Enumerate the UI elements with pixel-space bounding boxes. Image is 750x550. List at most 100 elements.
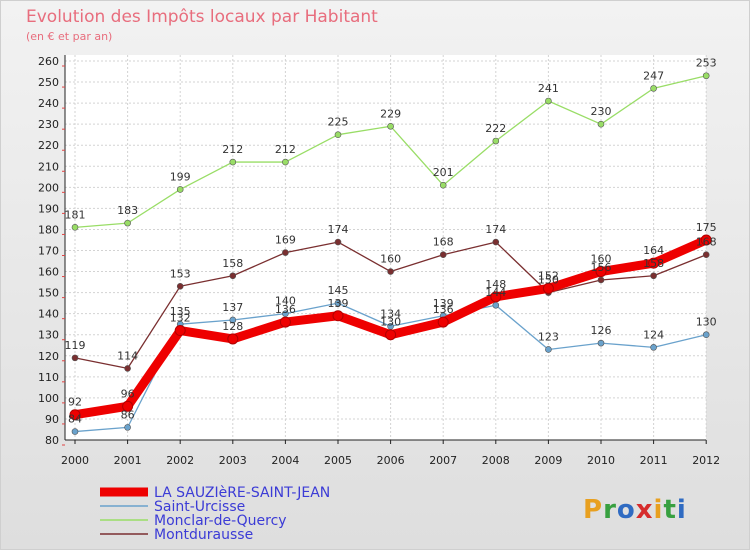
data-point-series-0 bbox=[437, 316, 449, 328]
data-point-series-3 bbox=[597, 276, 605, 284]
y-tick-label: 120 bbox=[38, 350, 59, 363]
data-point-series-2 bbox=[124, 219, 131, 227]
data-point-series-2 bbox=[545, 97, 552, 105]
data-label-series-2: 247 bbox=[643, 69, 664, 82]
data-point-series-2 bbox=[387, 122, 394, 130]
y-tick-label: 110 bbox=[38, 371, 59, 384]
data-point-series-0 bbox=[700, 234, 712, 246]
data-label-series-1: 140 bbox=[275, 295, 296, 308]
data-label-series-2: 212 bbox=[275, 143, 296, 156]
data-point-series-0 bbox=[279, 316, 291, 328]
y-tick-label: 220 bbox=[38, 139, 59, 152]
y-tick-label: 230 bbox=[38, 118, 59, 131]
data-point-series-2 bbox=[282, 158, 289, 166]
chart-title: Evolution des Impôts locaux par Habitant bbox=[26, 7, 378, 27]
data-label-series-1: 135 bbox=[170, 305, 191, 318]
data-label-series-0: 132 bbox=[170, 312, 191, 325]
data-label-series-1: 123 bbox=[538, 330, 559, 343]
x-tick-label: 2004 bbox=[271, 454, 299, 467]
x-tick-label: 2010 bbox=[587, 454, 615, 467]
data-point-series-1 bbox=[124, 424, 131, 431]
data-point-series-3 bbox=[282, 249, 289, 256]
data-point-series-0 bbox=[332, 310, 344, 322]
y-tick-label: 190 bbox=[38, 202, 59, 215]
series-layer bbox=[69, 72, 712, 435]
data-label-series-0: 175 bbox=[696, 221, 717, 234]
data-label-series-3: 150 bbox=[538, 274, 559, 287]
x-tick-label: 2003 bbox=[219, 454, 247, 467]
data-point-series-1 bbox=[545, 346, 552, 353]
y-tick-label: 240 bbox=[38, 97, 59, 110]
data-label-series-3: 119 bbox=[65, 339, 86, 352]
logo-letter: t bbox=[663, 495, 676, 525]
data-point-series-3 bbox=[439, 251, 447, 259]
data-label-series-2: 212 bbox=[222, 143, 243, 156]
logo-letter: i bbox=[677, 495, 687, 525]
y-tick-label: 130 bbox=[38, 329, 59, 342]
data-point-series-1 bbox=[334, 299, 342, 307]
data-point-series-2 bbox=[229, 158, 237, 166]
data-point-series-0 bbox=[595, 266, 607, 278]
data-point-series-2 bbox=[650, 85, 657, 92]
data-label-series-1: 84 bbox=[68, 413, 82, 426]
y-tick-label: 210 bbox=[38, 160, 59, 173]
proxiti-logo: Proxiti bbox=[583, 495, 687, 525]
data-label-series-2: 201 bbox=[433, 166, 454, 179]
y-tick-label: 140 bbox=[38, 308, 59, 321]
data-label-series-3: 168 bbox=[433, 236, 454, 249]
data-label-series-2: 183 bbox=[117, 204, 138, 217]
data-point-series-1 bbox=[597, 339, 605, 347]
y-tick-label: 180 bbox=[38, 223, 59, 236]
plot-background bbox=[65, 55, 706, 440]
data-point-series-1 bbox=[229, 316, 237, 324]
data-point-series-1 bbox=[492, 301, 500, 309]
data-label-series-1: 137 bbox=[222, 301, 243, 314]
data-point-series-3 bbox=[702, 251, 710, 259]
x-tick-label: 2006 bbox=[377, 454, 405, 467]
data-label-series-2: 222 bbox=[485, 122, 506, 135]
data-label-series-1: 139 bbox=[433, 297, 454, 310]
y-tick-label: 260 bbox=[38, 55, 59, 68]
data-point-series-0 bbox=[385, 329, 397, 341]
logo-letter: P bbox=[583, 495, 603, 525]
data-label-series-1: 130 bbox=[696, 316, 717, 329]
data-label-series-1: 86 bbox=[121, 408, 135, 421]
data-label-series-1: 126 bbox=[591, 324, 612, 337]
logo-letter: x bbox=[636, 495, 654, 525]
plot-area bbox=[65, 55, 707, 441]
data-label-series-0: 160 bbox=[591, 253, 612, 266]
data-label-series-3: 168 bbox=[696, 236, 717, 249]
logo-letter: o bbox=[617, 495, 636, 525]
data-point-series-3 bbox=[334, 238, 342, 246]
data-point-series-1 bbox=[650, 344, 657, 351]
data-point-series-3 bbox=[71, 354, 79, 362]
data-label-series-3: 114 bbox=[117, 349, 138, 362]
x-tick-label: 2011 bbox=[640, 454, 668, 467]
data-point-series-1 bbox=[71, 428, 79, 435]
data-label-series-0: 92 bbox=[68, 396, 82, 409]
data-point-series-2 bbox=[702, 72, 710, 80]
data-label-series-2: 241 bbox=[538, 82, 559, 95]
data-label-series-2: 253 bbox=[696, 57, 717, 70]
data-point-series-0 bbox=[490, 291, 502, 303]
y-tick-label: 250 bbox=[38, 76, 59, 89]
y-tick-label: 170 bbox=[38, 245, 59, 258]
data-label-series-3: 160 bbox=[380, 253, 401, 266]
data-point-series-2 bbox=[492, 137, 500, 145]
data-point-series-0 bbox=[648, 257, 660, 269]
data-label-series-3: 153 bbox=[170, 267, 191, 280]
data-point-series-0 bbox=[227, 333, 239, 345]
data-point-series-3 bbox=[492, 238, 500, 246]
data-label-series-0: 164 bbox=[643, 244, 664, 257]
x-tick-label: 2009 bbox=[534, 454, 562, 467]
data-label-series-1: 134 bbox=[380, 307, 401, 320]
data-label-series-0: 152 bbox=[538, 269, 559, 282]
data-label-series-0: 130 bbox=[380, 316, 401, 329]
data-point-series-2 bbox=[597, 120, 605, 128]
data-point-series-3 bbox=[650, 272, 657, 280]
data-label-series-3: 169 bbox=[275, 234, 296, 247]
data-label-series-1: 145 bbox=[328, 284, 349, 297]
data-label-series-0: 148 bbox=[485, 278, 506, 291]
data-point-series-0 bbox=[69, 409, 81, 421]
